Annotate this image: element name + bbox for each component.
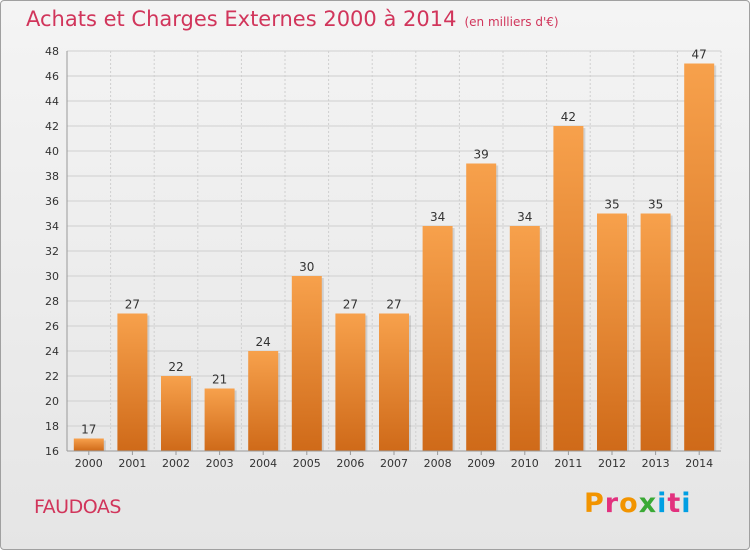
logo-letter: r — [604, 488, 620, 519]
y-tick-label: 18 — [45, 420, 59, 433]
y-tick-label: 28 — [45, 295, 59, 308]
y-tick-label: 22 — [45, 370, 59, 383]
data-label: 24 — [256, 335, 271, 349]
commune-name: FAUDOAS — [34, 496, 121, 518]
labels-layer: 17 27 22 21 24 30 27 27 34 39 34 42 35 35 47 — [81, 48, 707, 437]
y-tick-label: 34 — [45, 220, 59, 233]
x-tick-label: 2004 — [249, 457, 277, 470]
bar — [248, 351, 279, 451]
data-label: 35 — [604, 198, 619, 212]
bar — [291, 276, 322, 451]
y-tick-label: 40 — [45, 145, 59, 158]
x-tick-label: 2006 — [336, 457, 364, 470]
bar — [204, 388, 235, 451]
bar — [335, 313, 366, 451]
data-label: 47 — [692, 48, 707, 62]
bar — [640, 213, 671, 451]
bar — [379, 313, 409, 451]
chart-title-text: Achats et Charges Externes 2000 à 2014 — [26, 7, 457, 31]
x-tick-label: 2008 — [424, 457, 452, 470]
bar — [466, 163, 497, 451]
bar — [684, 63, 715, 451]
y-tick-label: 16 — [45, 445, 59, 458]
logo-letter: x — [638, 488, 658, 519]
data-label: 17 — [81, 423, 96, 437]
x-tick-label: 2005 — [293, 457, 321, 470]
y-tick-label: 48 — [45, 45, 59, 58]
x-tick-label: 2002 — [162, 457, 190, 470]
data-label: 27 — [386, 298, 401, 312]
y-tick-label: 38 — [45, 170, 59, 183]
bar — [509, 226, 540, 451]
y-tick-label: 26 — [45, 320, 59, 333]
logo-letter: o — [619, 488, 639, 519]
y-tick-label: 20 — [45, 395, 59, 408]
x-tick-label: 2011 — [554, 457, 582, 470]
x-tick-label: 2010 — [511, 457, 539, 470]
data-label: 27 — [125, 298, 140, 312]
logo-letter: i — [657, 488, 668, 519]
proxiti-logo: Proxiti — [584, 488, 692, 519]
x-tick-label: 2001 — [118, 457, 146, 470]
chart-subtitle: (en milliers d'€) — [464, 15, 559, 29]
data-label: 22 — [168, 360, 183, 374]
data-label: 42 — [561, 110, 576, 124]
bar — [161, 376, 191, 451]
logo-letter: P — [584, 488, 605, 519]
y-tick-label: 30 — [45, 270, 59, 283]
bar — [597, 213, 627, 451]
y-tick-label: 32 — [45, 245, 59, 258]
bar — [553, 126, 584, 451]
x-tick-label: 2012 — [598, 457, 626, 470]
x-tick-label: 2003 — [206, 457, 234, 470]
bars-layer — [73, 63, 717, 451]
chart-title: Achats et Charges Externes 2000 à 2014 (e… — [26, 7, 559, 31]
y-tick-label: 46 — [45, 70, 59, 83]
bar — [422, 226, 453, 451]
data-label: 34 — [517, 210, 532, 224]
y-tick-label: 42 — [45, 120, 59, 133]
axis-layer: 16 18 20 22 24 26 28 30 32 34 36 38 40 42 44 46 48 2000 20… — [45, 45, 721, 470]
data-label: 34 — [430, 210, 445, 224]
x-tick-label: 2007 — [380, 457, 408, 470]
y-tick-label: 44 — [45, 95, 59, 108]
data-label: 30 — [299, 260, 314, 274]
logo-letter: i — [681, 488, 692, 519]
x-tick-label: 2014 — [685, 457, 713, 470]
logo-letter: t — [667, 488, 682, 519]
data-label: 21 — [212, 373, 227, 387]
y-tick-label: 36 — [45, 195, 59, 208]
bar — [117, 313, 148, 451]
data-label: 39 — [474, 148, 489, 162]
data-label: 35 — [648, 198, 663, 212]
data-label: 27 — [343, 298, 358, 312]
x-tick-label: 2013 — [642, 457, 670, 470]
x-tick-label: 2009 — [467, 457, 495, 470]
y-tick-label: 24 — [45, 345, 59, 358]
bar — [73, 438, 104, 451]
x-tick-label: 2000 — [75, 457, 103, 470]
